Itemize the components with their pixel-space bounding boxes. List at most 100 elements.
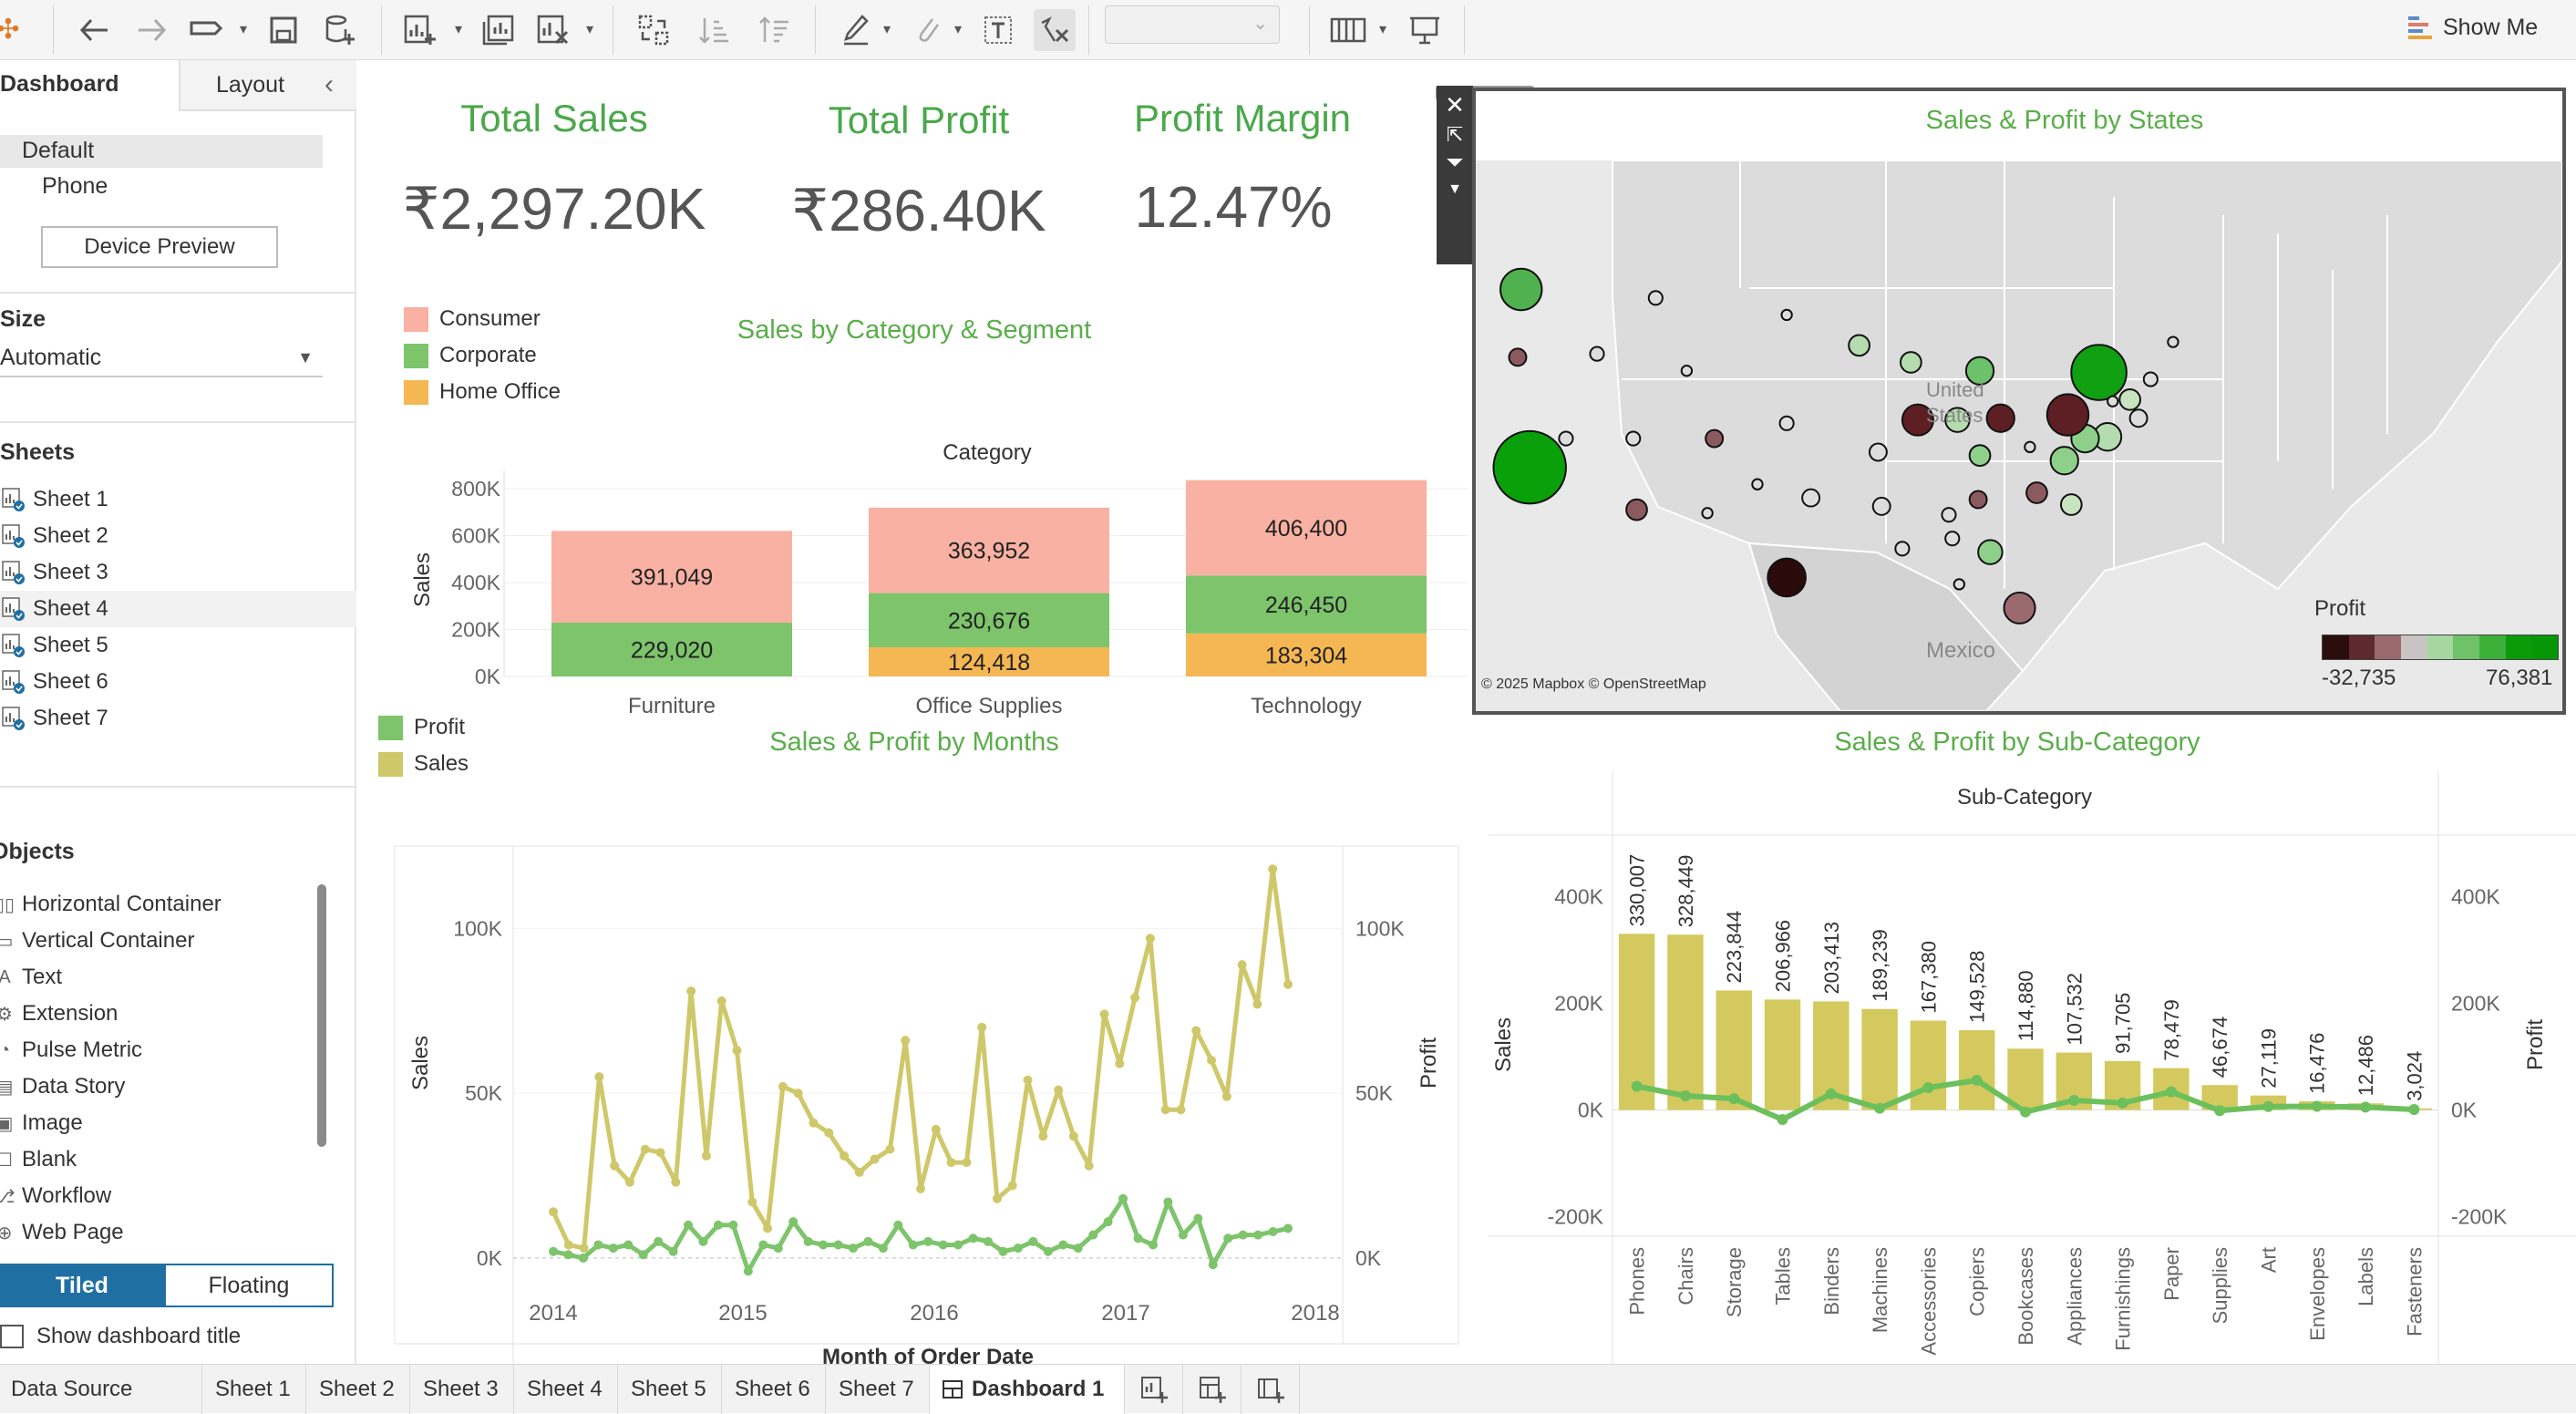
group-dropdown-icon[interactable]: ▾ <box>953 22 963 37</box>
tab-layout[interactable]: Layout <box>179 60 356 111</box>
object-item[interactable]: ⎇ Workflow <box>0 1178 111 1214</box>
legend-consumer[interactable]: Consumer <box>404 306 541 332</box>
tab-dashboard[interactable]: Dashboard <box>0 60 179 111</box>
group-icon[interactable] <box>906 9 948 51</box>
state-bubble <box>1968 490 1988 510</box>
legend-corporate[interactable]: Corporate <box>404 343 537 368</box>
data-point <box>878 1244 888 1254</box>
object-item[interactable]: ▭ Vertical Container <box>0 923 194 959</box>
object-item[interactable]: ▣ Image <box>0 1105 83 1141</box>
data-point <box>578 1253 588 1263</box>
more-options-icon[interactable]: ▼ <box>1448 181 1462 197</box>
data-point <box>931 1124 941 1134</box>
device-default-row[interactable] <box>0 135 323 168</box>
highlight-icon[interactable] <box>835 9 877 51</box>
clear-sheet-icon[interactable] <box>532 9 574 51</box>
sheet-item[interactable]: Sheet 7 <box>0 700 356 737</box>
show-cards-icon[interactable] <box>1327 9 1369 51</box>
data-point <box>854 1167 864 1177</box>
y2-tick-label: 50K <box>1355 1081 1394 1105</box>
device-phone[interactable]: Phone <box>42 173 108 199</box>
tab-sheet-3[interactable]: Sheet 3 <box>410 1365 514 1414</box>
tab-sheet-7[interactable]: Sheet 7 <box>826 1365 930 1414</box>
tab-label: Sheet 7 <box>839 1377 914 1401</box>
clear-sheet-dropdown-icon[interactable]: ▾ <box>585 22 594 37</box>
show-cards-dropdown-icon[interactable]: ▾ <box>1378 22 1387 37</box>
data-point <box>778 1081 788 1091</box>
go-to-sheet-icon[interactable]: ⇱ <box>1446 123 1464 146</box>
undo-icon[interactable] <box>73 9 115 51</box>
tab-sheet-4[interactable]: Sheet 4 <box>514 1365 618 1414</box>
sheet-icon <box>2 560 26 585</box>
bar-data-label: 3,024 <box>2403 1051 2426 1101</box>
data-point <box>1221 1091 1231 1101</box>
states-map[interactable] <box>1476 160 2562 711</box>
state-bubble <box>1625 498 1648 521</box>
redo-icon[interactable] <box>131 9 173 51</box>
close-icon[interactable]: ✕ <box>1445 91 1465 119</box>
device-default[interactable]: Default <box>22 138 95 163</box>
highlight-dropdown-icon[interactable]: ▾ <box>882 22 891 37</box>
presentation-icon[interactable] <box>1404 9 1446 51</box>
object-item[interactable]: ☐ Blank <box>0 1141 77 1178</box>
show-title-checkbox[interactable] <box>0 1325 24 1348</box>
sheet-icon <box>2 487 26 512</box>
legend-profit[interactable]: Profit <box>378 715 465 740</box>
bar <box>1618 934 1655 1110</box>
object-item[interactable]: ⚙ Extension <box>0 996 118 1032</box>
tab-sheet-5[interactable]: Sheet 5 <box>618 1365 722 1414</box>
new-dashboard-tab-icon[interactable] <box>1183 1365 1242 1414</box>
sheet-item[interactable]: Sheet 5 <box>0 627 356 664</box>
sheet-item[interactable]: Sheet 3 <box>0 554 356 591</box>
state-bubble <box>1985 403 2015 433</box>
sheet-item[interactable]: Sheet 4 <box>0 591 356 627</box>
filter-icon[interactable]: ⏷ <box>1446 150 1464 175</box>
sheet-item[interactable]: Sheet 2 <box>0 518 356 554</box>
data-point <box>593 1240 603 1250</box>
profit-color-legend[interactable] <box>2322 635 2559 660</box>
fix-axes-icon[interactable] <box>1034 9 1076 51</box>
object-item[interactable]: ▯▯ Horizontal Container <box>0 886 222 923</box>
tiled-button[interactable]: Tiled <box>0 1264 164 1307</box>
new-worksheet-icon[interactable] <box>399 9 441 51</box>
collapse-chevron-icon[interactable]: ‹ <box>325 69 334 99</box>
sheet-item[interactable]: Sheet 6 <box>0 664 356 700</box>
tableau-logo-icon[interactable]: ✣ <box>0 15 20 45</box>
tab-sheet-6[interactable]: Sheet 6 <box>722 1365 826 1414</box>
object-item[interactable]: ⊕ Web Page <box>0 1214 124 1251</box>
sort-desc-icon[interactable] <box>753 9 795 51</box>
fit-dropdown[interactable]: ⌄ <box>1105 5 1280 44</box>
legend-home-office[interactable]: Home Office <box>404 379 561 405</box>
new-datasource-icon[interactable] <box>319 9 361 51</box>
swap-icon[interactable] <box>633 9 675 51</box>
replay-dropdown-icon[interactable]: ▾ <box>239 22 248 37</box>
save-icon[interactable] <box>263 9 304 51</box>
data-point <box>1207 1056 1217 1065</box>
object-item[interactable]: ▤ Data Story <box>0 1068 125 1105</box>
device-preview-button[interactable]: Device Preview <box>41 226 278 268</box>
new-worksheet-dropdown-icon[interactable]: ▾ <box>454 22 463 37</box>
new-worksheet-tab-icon[interactable] <box>1125 1365 1183 1414</box>
tab-sheet-1[interactable]: Sheet 1 <box>202 1365 306 1414</box>
show-me-button[interactable]: Show Me <box>2406 9 2538 46</box>
tab-sheet-2[interactable]: Sheet 2 <box>306 1365 410 1414</box>
new-story-tab-icon[interactable] <box>1242 1365 1300 1414</box>
object-item[interactable]: A Text <box>0 959 62 996</box>
sheet-item-label: Sheet 2 <box>33 523 108 548</box>
duplicate-sheet-icon[interactable] <box>478 9 520 51</box>
object-icon: ⎇ <box>0 1186 15 1207</box>
objects-scrollbar[interactable] <box>317 884 326 1147</box>
label-icon[interactable] <box>977 9 1019 51</box>
state-bubble <box>1944 531 1961 547</box>
replay-icon[interactable] <box>186 9 228 51</box>
sheet-item[interactable]: Sheet 1 <box>0 481 356 518</box>
floating-button[interactable]: Floating <box>164 1264 334 1307</box>
tab-data-source[interactable]: Data Source <box>0 1365 202 1414</box>
show-title-row[interactable]: Show dashboard title <box>0 1324 241 1349</box>
tab-dashboard-1[interactable]: Dashboard 1 <box>930 1365 1125 1414</box>
size-dropdown[interactable]: Automatic ▼ <box>0 339 323 377</box>
legend-sales[interactable]: Sales <box>378 751 469 777</box>
data-point <box>701 1151 711 1161</box>
object-item[interactable]: ◔ Pulse Metric <box>0 1032 142 1068</box>
sort-asc-icon[interactable] <box>693 9 735 51</box>
